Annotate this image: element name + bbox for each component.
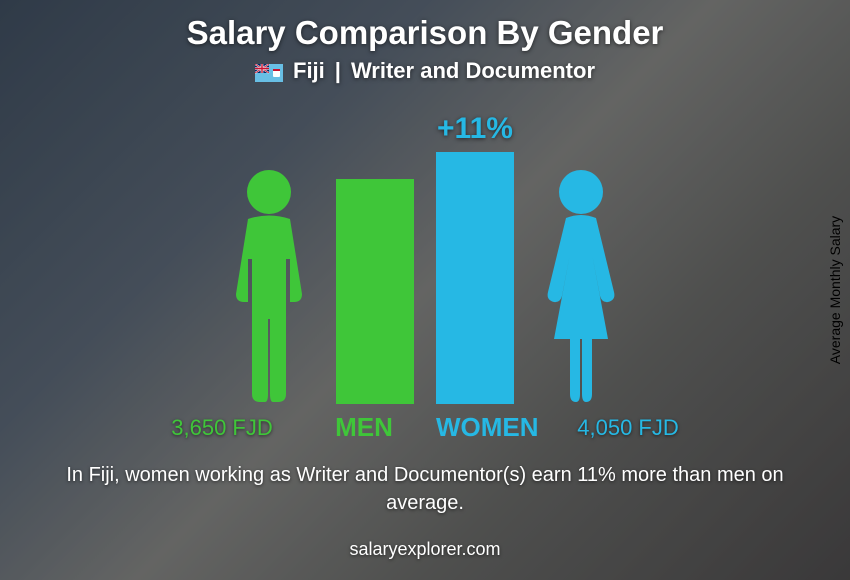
male-person-icon (224, 164, 314, 404)
fiji-flag-icon (255, 62, 283, 80)
subtitle-row: Fiji | Writer and Documentor (255, 58, 595, 84)
men-label: MEN (314, 412, 414, 443)
comparison-chart: +11% (224, 104, 626, 404)
difference-label: +11% (437, 112, 513, 146)
summary-text: In Fiji, women working as Writer and Doc… (65, 461, 785, 517)
y-axis-label: Average Monthly Salary (827, 216, 843, 364)
women-salary: 4,050 FJD (558, 415, 698, 441)
women-bar-wrap: +11% (436, 104, 514, 404)
subtitle-separator: | (335, 58, 341, 84)
female-person-icon (536, 164, 626, 404)
page-title: Salary Comparison By Gender (187, 14, 664, 52)
footer-source: salaryexplorer.com (349, 539, 500, 560)
women-label: WOMEN (436, 412, 536, 443)
subtitle-country: Fiji (293, 58, 325, 84)
men-bar-wrap (336, 104, 414, 404)
men-bar (336, 179, 414, 404)
y-axis-label-wrap: Average Monthly Salary (820, 0, 850, 580)
subtitle-job: Writer and Documentor (351, 58, 595, 84)
women-bar (436, 152, 514, 404)
labels-row: 3,650 FJD MEN WOMEN 4,050 FJD (0, 412, 850, 443)
men-salary: 3,650 FJD (152, 415, 292, 441)
